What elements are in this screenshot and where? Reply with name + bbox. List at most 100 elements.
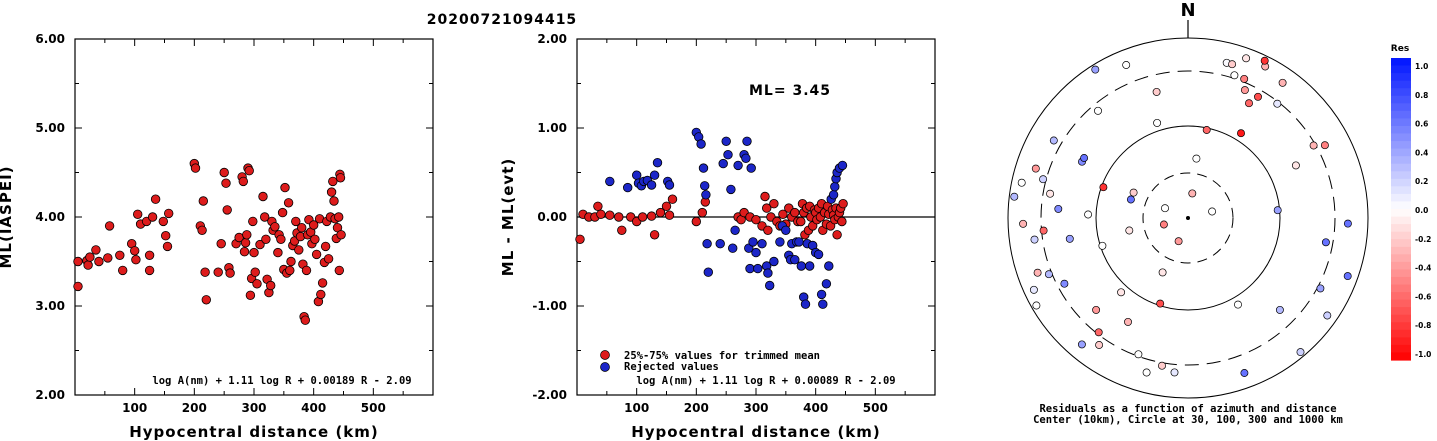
polar-data-point <box>1091 65 1100 74</box>
colorbar-cell <box>1391 73 1411 82</box>
data-point <box>240 238 251 248</box>
data-point <box>614 212 624 222</box>
data-point <box>637 212 648 222</box>
data-point <box>320 241 331 252</box>
azimuth-residual-polar-chart: N Residuals as a function of azimuth and… <box>1007 0 1369 426</box>
polar-data-point <box>1122 61 1131 69</box>
data-point <box>311 249 322 260</box>
data-point <box>129 246 140 256</box>
data-point <box>285 265 295 276</box>
data-point <box>334 212 344 222</box>
mid-y-axis-label: ML - ML(evt) <box>499 158 517 276</box>
y-tick-label: -2.00 <box>532 388 567 402</box>
data-point <box>775 237 785 247</box>
colorbar-cell <box>1391 246 1411 255</box>
polar-data-point <box>1158 361 1166 370</box>
data-point <box>276 234 286 245</box>
legend-marker-rejected <box>600 362 610 372</box>
polar-data-point <box>1060 279 1069 288</box>
polar-data-point <box>1032 301 1041 310</box>
polar-data-point <box>1230 71 1239 80</box>
colorbar-tick-labels: 1.0 0.8 0.6 0.4 0.2 0.0 -0.2 -0.4 -0.6 -0.8 -1.0 <box>1415 62 1431 359</box>
polar-data-point <box>1044 270 1053 279</box>
data-point <box>745 263 755 274</box>
data-point <box>796 216 806 227</box>
polar-data-point <box>1174 237 1183 246</box>
polar-data-point <box>1188 189 1197 198</box>
data-point <box>646 180 657 190</box>
colorbar-cell <box>1391 337 1411 346</box>
data-point <box>661 201 672 212</box>
colorbar-tick-label: 0.0 <box>1415 206 1428 215</box>
mid-axis-ticks: 100 200 300 400 500 -2.00 -1.00 0.00 1.00 2.00 <box>532 32 935 415</box>
polar-data-point <box>1065 234 1074 243</box>
polar-data-point <box>1275 305 1284 314</box>
colorbar-cell <box>1391 344 1411 354</box>
data-point <box>255 239 265 250</box>
polar-data-point <box>1321 238 1330 247</box>
polar-data-point <box>1019 219 1028 228</box>
data-point <box>741 153 751 164</box>
data-point <box>73 281 83 292</box>
data-point <box>190 163 201 173</box>
polar-data-point <box>1092 305 1101 314</box>
polar-data-point <box>1260 56 1269 65</box>
colorbar-cell <box>1391 193 1411 203</box>
colorbar-cell <box>1391 80 1411 89</box>
data-point <box>221 178 231 188</box>
colorbar-tick-label: -0.6 <box>1415 292 1431 301</box>
data-point <box>728 243 738 253</box>
polar-data-point <box>1309 141 1318 150</box>
mid-data-points <box>575 127 848 309</box>
data-point <box>117 265 128 276</box>
data-point <box>242 230 252 240</box>
mid-formula-annotation: log A(nm) + 1.11 log R + 0.00089 R - 2.0… <box>636 375 895 387</box>
mid-legend: 25%-75% values for trimmed mean Rejected… <box>600 350 820 373</box>
data-point <box>837 216 847 227</box>
data-point <box>769 198 779 209</box>
data-point <box>160 230 171 241</box>
colorbar-cell <box>1391 178 1411 187</box>
polar-data-point <box>1039 175 1048 184</box>
data-point <box>198 196 209 206</box>
data-point <box>605 210 615 220</box>
colorbar-cell <box>1391 133 1411 142</box>
colorbar-tick-label: 0.6 <box>1415 120 1428 129</box>
colorbar-cell <box>1391 88 1411 97</box>
colorbar-cell <box>1391 269 1411 278</box>
data-point <box>700 181 710 191</box>
data-point <box>763 225 773 236</box>
colorbar-cell <box>1391 224 1411 233</box>
colorbar-cell <box>1391 118 1411 127</box>
north-label: N <box>1180 0 1195 21</box>
data-point <box>261 234 271 245</box>
x-tick-label: 300 <box>241 401 266 415</box>
colorbar-tick-label: -0.8 <box>1415 321 1431 330</box>
data-point <box>317 278 328 288</box>
colorbar-cell <box>1391 314 1411 323</box>
polar-data-point <box>1134 350 1143 359</box>
colorbar-cell <box>1391 299 1411 308</box>
polar-data-point <box>1254 92 1262 101</box>
polar-data-point <box>1242 54 1251 63</box>
data-point <box>252 279 262 289</box>
y-tick-label: 5.00 <box>35 121 65 135</box>
polar-data-point <box>1030 235 1039 244</box>
polar-caption-line1: Residuals as a function of azimuth and d… <box>1039 403 1336 415</box>
data-point <box>652 157 663 168</box>
y-tick-label: 0.00 <box>537 210 567 224</box>
residual-colorbar: Res 1.0 0.8 0.6 0.4 0.2 0.0 -0.2 -0.4 -0.6 -0.8 -1… <box>1391 44 1431 361</box>
polar-data-point <box>1084 210 1093 219</box>
data-point <box>158 216 169 227</box>
data-point <box>277 207 288 218</box>
colorbar-cell <box>1391 58 1411 67</box>
data-point <box>266 280 276 291</box>
data-point <box>838 198 848 209</box>
data-point <box>762 203 772 213</box>
colorbar-cell <box>1391 141 1411 150</box>
x-tick-label: 300 <box>743 401 768 415</box>
data-point <box>698 163 709 173</box>
polar-data-point <box>1273 206 1282 215</box>
y-tick-label: 2.00 <box>537 32 567 46</box>
